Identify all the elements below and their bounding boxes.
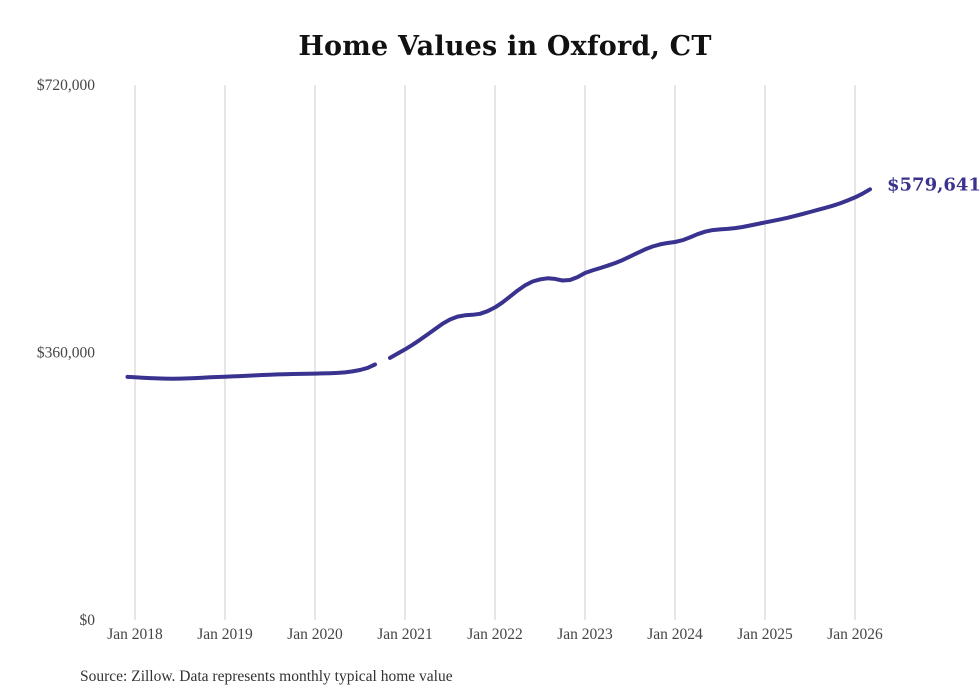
y-axis-labels: $0 $360,000 $720,000 [37, 77, 95, 629]
gridlines [134, 85, 856, 620]
home-value-line [125, 187, 872, 381]
chart-title: Home Values in Oxford, CT [298, 31, 712, 62]
x-tick-label: Jan 2025 [737, 626, 793, 643]
source-note: Source: Zillow. Data represents monthly … [80, 668, 453, 685]
x-tick-label: Jan 2022 [467, 626, 523, 643]
y-tick-label: $360,000 [37, 345, 95, 362]
x-tick-label: Jan 2024 [647, 626, 703, 643]
y-tick-label: $720,000 [37, 77, 95, 94]
x-tick-label: Jan 2020 [287, 626, 343, 643]
x-axis-labels: Jan 2018 Jan 2019 Jan 2020 Jan 2021 Jan 2022… [107, 626, 883, 643]
x-tick-label: Jan 2026 [827, 626, 883, 643]
end-value-label: $579,641 [887, 174, 980, 195]
x-tick-label: Jan 2018 [107, 626, 163, 643]
x-tick-label: Jan 2023 [557, 626, 613, 643]
x-tick-label: Jan 2021 [377, 626, 433, 643]
home-value-line-series [125, 187, 872, 381]
x-tick-label: Jan 2019 [197, 626, 253, 643]
y-tick-label: $0 [80, 612, 96, 629]
